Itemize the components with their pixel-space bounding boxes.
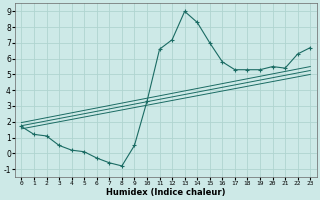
X-axis label: Humidex (Indice chaleur): Humidex (Indice chaleur) xyxy=(106,188,226,197)
